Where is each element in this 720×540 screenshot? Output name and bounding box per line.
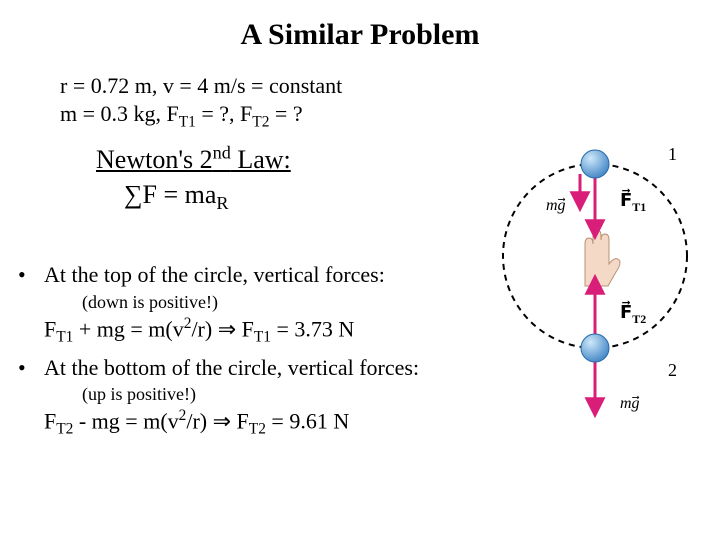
circular-motion-diagram: 1 2 F⃗T1 mg⃗ F⃗T2 mg⃗ bbox=[490, 86, 700, 466]
label-mg2: mg⃗ bbox=[620, 395, 640, 412]
label-mg1: mg⃗ bbox=[546, 197, 566, 214]
label-1: 1 bbox=[668, 144, 677, 164]
hand-icon bbox=[585, 230, 620, 286]
label-FT1: F⃗T1 bbox=[620, 189, 646, 214]
ball-bottom bbox=[581, 334, 609, 362]
page-title: A Similar Problem bbox=[0, 0, 720, 52]
given-line2: m = 0.3 kg, FT1 = ?, FT2 = ? bbox=[60, 100, 342, 132]
given-block: r = 0.72 m, v = 4 m/s = constant m = 0.3… bbox=[60, 72, 342, 131]
bullet-1-eq: FT1 + mg = m(v2/r) ⇒ FT1 = 3.73 N bbox=[44, 314, 419, 349]
label-2: 2 bbox=[668, 360, 677, 380]
bullet-2-sub: (up is positive!) bbox=[82, 382, 419, 406]
bullet-1-sub: (down is positive!) bbox=[82, 290, 419, 314]
given-line1: r = 0.72 m, v = 4 m/s = constant bbox=[60, 72, 342, 100]
bullet-2-eq: FT2 - mg = m(v2/r) ⇒ FT2 = 9.61 N bbox=[44, 406, 419, 441]
bullet-list: • At the top of the circle, vertical for… bbox=[18, 260, 419, 441]
label-FT2: F⃗T2 bbox=[620, 301, 646, 326]
ball-top bbox=[581, 150, 609, 178]
bullet-1: • At the top of the circle, vertical for… bbox=[18, 260, 419, 290]
newtons-law: Newton's 2nd Law: ∑F = maR bbox=[96, 140, 291, 216]
bullet-2: • At the bottom of the circle, vertical … bbox=[18, 353, 419, 383]
